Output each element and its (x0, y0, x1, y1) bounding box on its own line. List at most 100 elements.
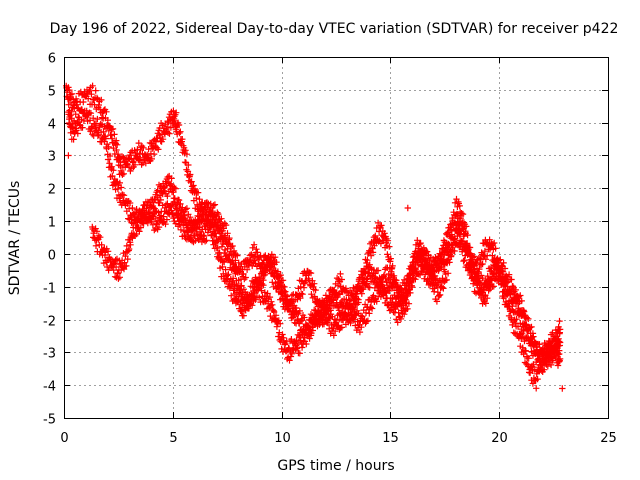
data-point (525, 355, 532, 362)
data-point (211, 211, 219, 219)
data-point (269, 279, 276, 286)
data-point (457, 219, 465, 227)
data-point (529, 330, 537, 337)
y-tick-label: 5 (48, 85, 56, 100)
y-tick-label: 4 (48, 118, 56, 133)
data-point (120, 192, 128, 199)
data-point (415, 243, 422, 250)
data-point (199, 217, 206, 224)
data-point (355, 296, 362, 303)
data-point (338, 276, 345, 283)
data-point (183, 221, 190, 228)
data-point (510, 329, 517, 336)
data-point (303, 322, 310, 329)
data-point (170, 198, 178, 206)
y-tick-label: 0 (48, 249, 56, 264)
data-point (268, 298, 275, 305)
data-point (420, 258, 427, 265)
data-point (556, 339, 564, 346)
data-point (343, 296, 350, 303)
data-point (201, 232, 208, 240)
data-point (435, 267, 442, 274)
grid (64, 57, 608, 418)
y-tick-label: -5 (43, 413, 56, 428)
data-point (93, 228, 101, 235)
data-point (451, 247, 458, 255)
series-points (65, 152, 566, 392)
data-point (458, 210, 465, 217)
data-point (218, 215, 225, 222)
data-point (98, 241, 105, 248)
data-point (454, 215, 462, 222)
data-point (170, 188, 177, 196)
data-point (89, 131, 96, 138)
data-point (156, 199, 163, 207)
data-point (249, 244, 256, 251)
data-point (374, 219, 382, 227)
data-point (183, 205, 191, 212)
data-point (488, 277, 496, 284)
data-point (487, 276, 494, 283)
data-point (554, 362, 562, 369)
data-point (497, 256, 504, 263)
data-point (396, 284, 404, 291)
data-point (367, 252, 375, 259)
x-axis-label: GPS time / hours (277, 458, 394, 474)
data-point (80, 98, 87, 106)
data-point (347, 319, 354, 327)
data-point (451, 199, 459, 206)
data-point (460, 257, 467, 265)
data-point (374, 267, 382, 274)
data-point (215, 210, 222, 218)
data-point (109, 182, 116, 189)
data-point (301, 314, 308, 321)
data-point (486, 282, 493, 290)
data-point (540, 366, 548, 373)
data-point (115, 275, 122, 282)
data-point (559, 385, 566, 392)
data-point (326, 302, 334, 309)
data-point (95, 232, 102, 239)
data-point (377, 240, 385, 247)
data-point (176, 129, 183, 137)
data-point (388, 271, 395, 279)
data-point (336, 316, 344, 323)
data-point (232, 264, 240, 271)
data-point (555, 338, 563, 345)
data-point (405, 300, 413, 307)
plot-frame (64, 57, 609, 419)
data-point (196, 196, 203, 203)
data-point (138, 217, 145, 224)
data-point (286, 357, 293, 364)
data-point (387, 255, 394, 262)
data-point (464, 240, 471, 247)
data-point (277, 320, 284, 327)
data-point (443, 276, 450, 284)
data-point (98, 96, 105, 104)
data-point (102, 249, 109, 256)
data-point (386, 243, 393, 250)
data-point (407, 289, 414, 297)
data-point (187, 231, 195, 239)
data-point (191, 185, 199, 192)
data-point (171, 195, 178, 202)
data-point (131, 161, 139, 168)
data-point (247, 301, 254, 308)
data-point (103, 108, 110, 115)
data-point (354, 318, 361, 325)
data-point (464, 250, 472, 258)
data-point (125, 205, 133, 212)
data-point (250, 241, 258, 248)
data-point (242, 274, 249, 281)
data-point (453, 210, 461, 218)
data-point (397, 315, 405, 323)
data-point (218, 243, 226, 250)
data-point (129, 204, 136, 212)
data-point (325, 308, 332, 315)
data-point (248, 296, 255, 303)
data-point (116, 274, 123, 281)
y-tick-label: -4 (43, 380, 56, 395)
data-point (191, 232, 199, 240)
data-point (157, 196, 164, 204)
